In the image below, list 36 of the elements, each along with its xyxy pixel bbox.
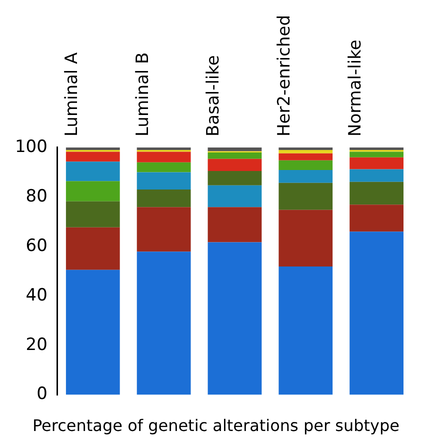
bar <box>66 270 120 395</box>
y-tick-label: 80 <box>26 186 48 206</box>
x-tick-label: Normal-like <box>346 40 366 136</box>
bar <box>136 207 191 252</box>
bar <box>350 232 404 395</box>
bar <box>278 210 333 266</box>
bar <box>136 190 191 208</box>
bar <box>278 160 333 170</box>
bar <box>136 152 191 162</box>
y-tick-label: 60 <box>26 236 48 256</box>
bar <box>350 182 404 205</box>
bar <box>208 207 262 242</box>
bar <box>136 172 191 190</box>
bar <box>278 170 333 183</box>
bar <box>66 201 120 228</box>
bar <box>278 266 333 395</box>
x-tick-label: Her2-enriched <box>274 15 295 136</box>
bar <box>66 227 120 270</box>
x-tick-label: Luminal A <box>62 52 82 136</box>
bar <box>278 150 333 154</box>
bar <box>208 148 262 152</box>
bar <box>350 169 404 182</box>
bar <box>136 252 191 395</box>
bar <box>66 152 120 162</box>
bar <box>208 242 262 395</box>
bar <box>350 204 404 232</box>
bar <box>278 182 333 210</box>
y-tick-label: 0 <box>36 384 48 404</box>
x-tick-label: Luminal B <box>132 52 153 136</box>
y-tick-label: 20 <box>26 334 48 355</box>
y-tick-label: 100 <box>14 136 48 157</box>
bar <box>278 153 333 160</box>
x-axis-title: Percentage of genetic alterations per subtype <box>31 416 401 435</box>
y-tick-label: 40 <box>26 285 48 306</box>
bar <box>136 162 191 172</box>
x-tick-label: Basal-like <box>204 55 224 136</box>
